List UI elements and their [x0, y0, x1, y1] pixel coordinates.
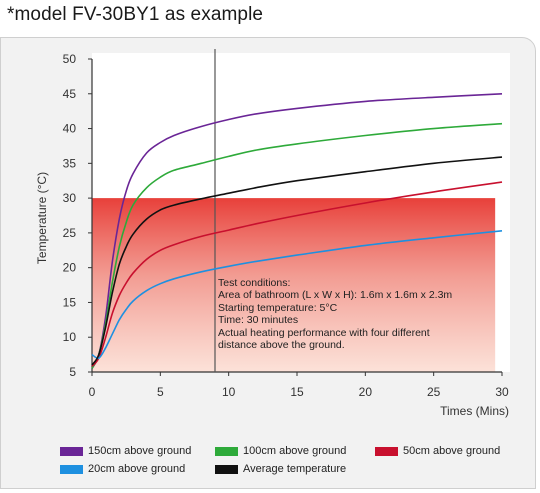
legend-swatch	[375, 446, 398, 456]
y-tick-label: 10	[63, 330, 77, 344]
legend-label: Average temperature	[243, 463, 347, 475]
series-line	[91, 181, 503, 367]
legend-label: 20cm above ground	[88, 463, 186, 475]
series-line	[91, 156, 503, 366]
series-line	[91, 93, 503, 369]
legend-label: 100cm above ground	[243, 445, 347, 457]
y-tick-label: 5	[69, 365, 76, 379]
legend-swatch	[215, 464, 238, 474]
x-tick-label: 10	[222, 385, 236, 399]
y-tick-label: 50	[63, 52, 77, 66]
conditions-line: Time: 30 minutes	[218, 314, 299, 327]
y-tick-label: 20	[63, 261, 77, 275]
conditions-line: Area of bathroom (L x W x H): 1.6m x 1.6…	[218, 289, 453, 302]
y-tick-label: 35	[63, 156, 77, 170]
y-tick-label: 25	[63, 226, 77, 240]
legend-item: 100cm above ground	[215, 445, 346, 457]
x-tick-label: 15	[290, 385, 304, 399]
conditions-line: Actual heating performance with four dif…	[218, 326, 430, 339]
series-line	[91, 230, 503, 360]
test-conditions-note: Test conditions: Area of bathroom (L x W…	[218, 277, 488, 351]
legend-label: 50cm above ground	[403, 445, 501, 457]
legend-label: 150cm above ground	[88, 445, 192, 457]
y-tick-label: 40	[63, 122, 77, 136]
x-tick-label: 0	[89, 385, 96, 399]
y-tick-label: 45	[63, 87, 77, 101]
chart-heading: *model FV-30BY1 as example	[7, 4, 264, 25]
legend-swatch	[60, 464, 83, 474]
conditions-line: Test conditions:	[218, 277, 291, 289]
series-line	[91, 122, 503, 369]
conditions-line: Starting temperature: 5°C	[218, 301, 338, 314]
target-temperature-band	[92, 198, 496, 372]
x-tick-label: 30	[495, 385, 509, 399]
y-tick-label: 30	[63, 191, 77, 205]
legend-item: 20cm above ground	[60, 463, 185, 475]
conditions-line: distance above the ground.	[218, 339, 345, 352]
x-tick-label: 20	[359, 385, 373, 399]
legend-swatch	[215, 446, 238, 456]
x-axis-label: Times (Mins)	[440, 404, 509, 418]
y-tick-label: 15	[63, 295, 77, 309]
legend-item: Average temperature	[215, 463, 346, 475]
legend-item: 50cm above ground	[375, 445, 500, 457]
y-axis-label: Temperature (°C)	[35, 172, 49, 264]
x-tick-label: 25	[427, 385, 441, 399]
legend-swatch	[60, 446, 83, 456]
x-tick-label: 5	[157, 385, 164, 399]
legend-item: 150cm above ground	[60, 445, 191, 457]
